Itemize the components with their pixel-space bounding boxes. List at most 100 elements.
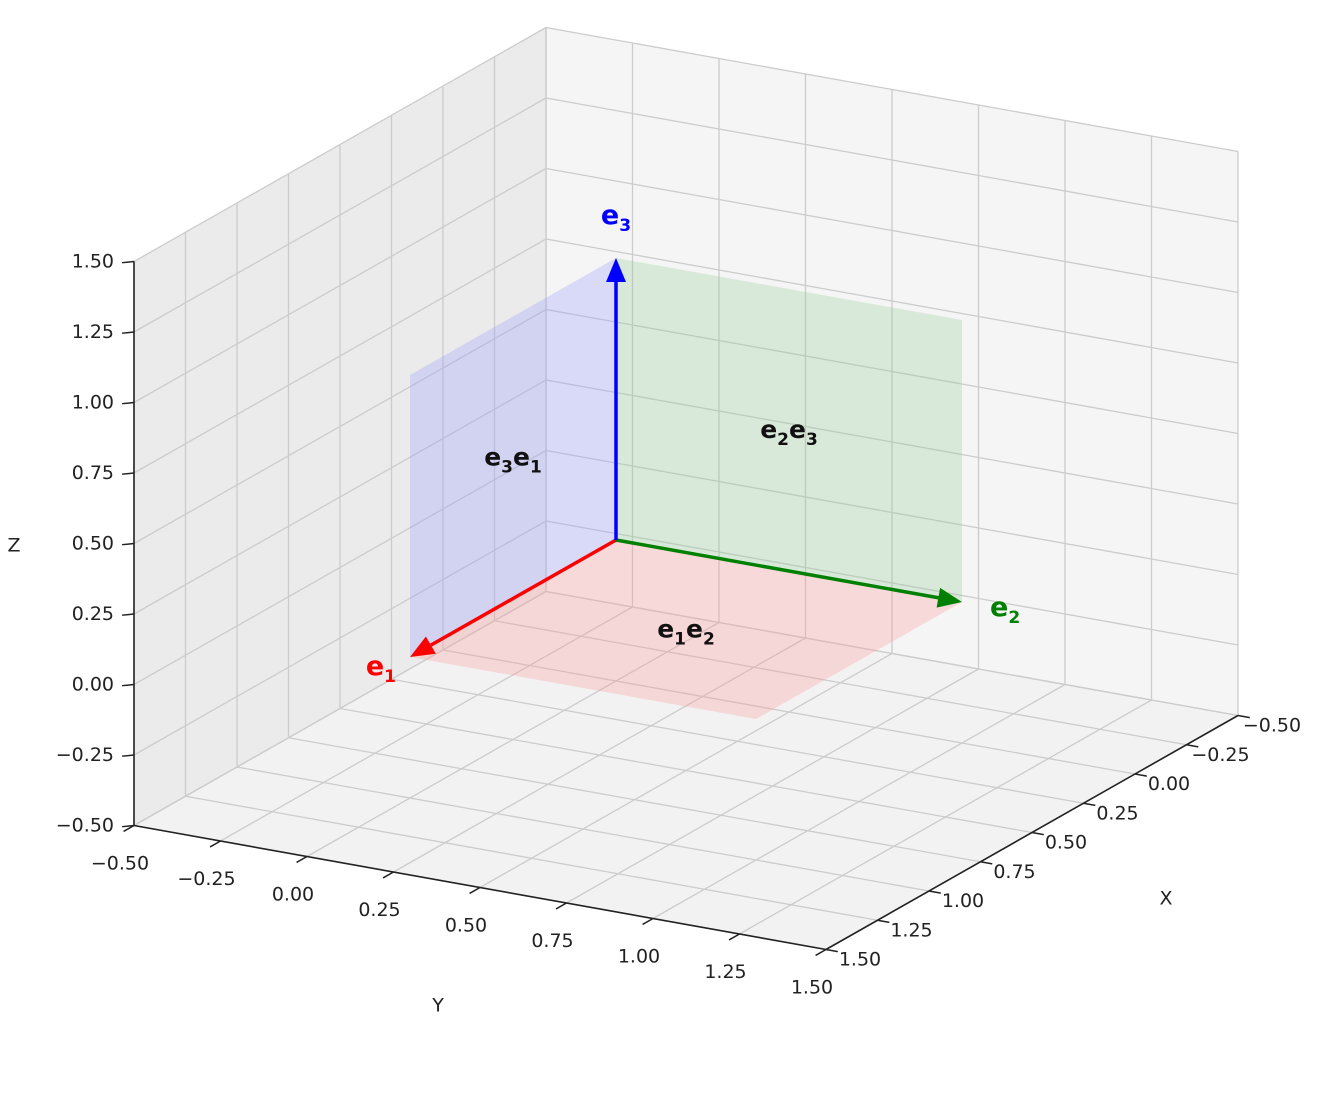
label-subscript: 1	[530, 458, 542, 478]
x-tick-label: −0.50	[1243, 715, 1301, 737]
label-subscript: 3	[619, 216, 631, 236]
z-tick-label: 1.50	[72, 251, 114, 273]
x-tick	[877, 919, 890, 924]
axis-lines	[121, 260, 1250, 957]
grid-line	[288, 737, 981, 863]
z-tick	[121, 331, 135, 334]
x-tick-label: 1.25	[890, 919, 932, 941]
grid-line	[545, 167, 1239, 294]
vector-1-arrowhead	[410, 636, 436, 657]
y-tick	[728, 933, 740, 941]
z-tick	[121, 613, 135, 616]
x-tick-label: 0.50	[1045, 832, 1087, 854]
vector-label-e1: e1	[366, 651, 396, 687]
vector-label-e2: e2	[990, 592, 1020, 628]
label-base: e	[513, 443, 530, 472]
x-tick-label: 1.00	[942, 890, 984, 912]
x-tick-label: 1.50	[839, 949, 881, 971]
grid-line	[133, 97, 547, 333]
z-tick	[121, 754, 135, 757]
grid-line	[739, 699, 1152, 935]
basis-vectors	[410, 258, 962, 657]
vector-1-shaft	[430, 538, 617, 647]
grid-line	[545, 97, 1239, 223]
label-base: e	[990, 592, 1008, 623]
grid-line	[185, 795, 878, 921]
label-subscript: 3	[806, 430, 818, 450]
label-base: e	[601, 200, 619, 231]
grid-line	[133, 238, 547, 474]
grid-line	[545, 308, 1239, 435]
y-tick-label: 0.50	[445, 915, 487, 937]
plane-label-xz: e3e1	[484, 443, 542, 478]
grid-line	[236, 766, 930, 892]
z-tick-label: 1.25	[72, 321, 114, 343]
y-tick	[382, 871, 394, 879]
bivector-planes	[410, 258, 962, 719]
label-base: e	[366, 651, 384, 682]
grid-line	[566, 668, 979, 904]
x-tick-label: 0.00	[1148, 773, 1190, 795]
label-subscript: 1	[674, 630, 686, 650]
z-tick	[121, 824, 135, 828]
grid-line	[133, 167, 547, 404]
z-tick-label: 0.50	[72, 533, 114, 555]
x-tick	[980, 861, 993, 865]
vector-2-shaft	[615, 538, 939, 600]
grid-line	[545, 26, 1239, 153]
z-tick	[121, 260, 135, 264]
x-axis-label: X	[1159, 888, 1172, 910]
label-base: e	[760, 415, 777, 444]
x-tick	[928, 890, 941, 894]
z-tick-label: 0.00	[72, 674, 114, 696]
z-tick	[121, 401, 135, 405]
tick-labels: −0.50−0.50−0.50−0.25−0.25−0.250.000.000.…	[7, 251, 1301, 1017]
grid-line	[133, 308, 547, 545]
y-tick-label: −0.50	[91, 853, 149, 875]
grid-lines	[133, 26, 1239, 951]
label-subscript: 1	[384, 667, 396, 687]
y-tick	[469, 886, 481, 895]
label-base: e	[686, 615, 703, 644]
z-tick-label: −0.25	[56, 744, 114, 766]
y-tick	[123, 824, 135, 833]
x-tick-label: 0.25	[1096, 802, 1138, 824]
z-axis-label: Z	[7, 535, 20, 557]
y-tick-label: 1.50	[791, 977, 833, 999]
x-tick	[1186, 744, 1199, 748]
y-tick-label: 1.00	[618, 946, 660, 968]
y-tick	[815, 948, 827, 957]
x-tick-label: 0.75	[993, 861, 1035, 883]
y-tick-label: 0.75	[531, 930, 573, 952]
label-base: e	[657, 615, 674, 644]
z-tick	[121, 542, 135, 546]
grid-line	[479, 652, 893, 889]
z-tick-label: 1.00	[72, 392, 114, 414]
x-tick	[1083, 802, 1096, 807]
z-tick	[121, 683, 135, 687]
grid-line	[652, 683, 1066, 920]
label-base: e	[484, 443, 501, 472]
z-tick	[121, 472, 135, 475]
label-subscript: 2	[703, 630, 715, 650]
x-tick	[1031, 831, 1044, 836]
z-tick-label: 0.75	[72, 462, 114, 484]
y-tick	[555, 902, 567, 910]
label-subscript: 3	[501, 458, 513, 478]
vector-3-arrowhead	[606, 258, 626, 282]
grid-line	[545, 238, 1239, 364]
y-tick	[642, 917, 654, 926]
y-tick-label: 0.00	[272, 884, 314, 906]
x-tick	[1134, 773, 1147, 777]
plane-xz	[410, 258, 616, 657]
plane-xy	[410, 540, 962, 719]
plane-label-yz: e2e3	[760, 415, 818, 450]
x-tick	[1237, 714, 1250, 719]
vector-2-arrowhead	[936, 587, 962, 608]
y-axis-label: Y	[431, 995, 444, 1017]
y-tick	[296, 855, 308, 864]
z-tick-label: −0.50	[56, 815, 114, 837]
label-subscript: 2	[1008, 608, 1020, 628]
label-base: e	[789, 415, 806, 444]
